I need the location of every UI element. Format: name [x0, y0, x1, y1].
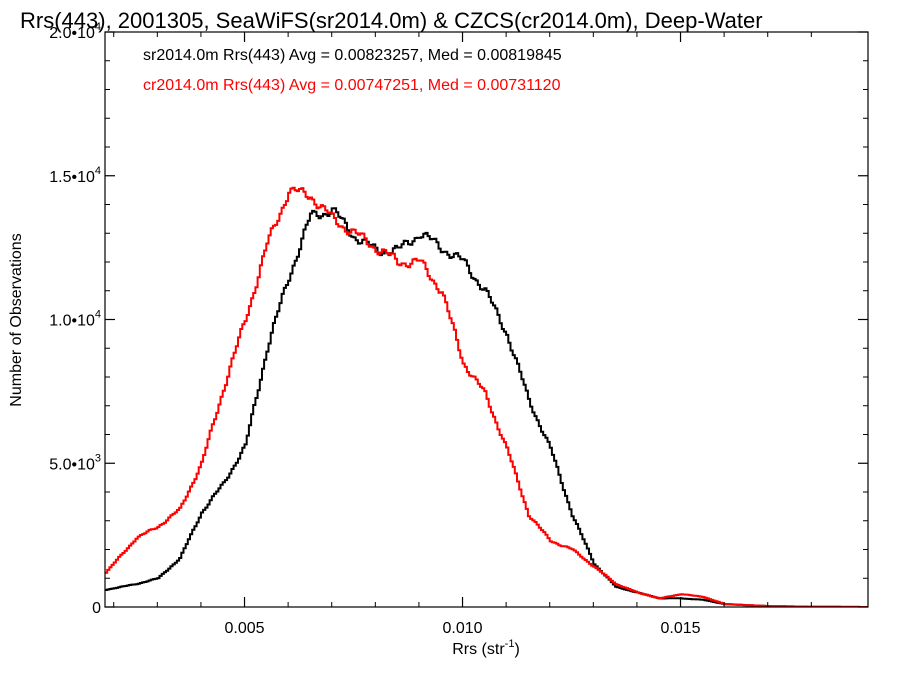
y-tick-label: 1.0•104 — [49, 309, 101, 330]
y-axis-label: Number of Observations — [8, 233, 25, 406]
x-axis-label: Rrs (str-1) — [452, 638, 520, 658]
y-tick-label: 1.5•104 — [49, 165, 101, 186]
x-tick-label: 0.015 — [660, 620, 700, 637]
legend-entry-1: sr2014.0m Rrs(443) Avg = 0.00823257, Med… — [143, 47, 562, 64]
plot-frame — [104, 31, 869, 608]
series-line-2 — [105, 186, 868, 607]
series-layer — [105, 186, 868, 607]
x-tick-label: 0.010 — [442, 620, 482, 637]
legend: sr2014.0m Rrs(443) Avg = 0.00823257, Med… — [143, 47, 562, 94]
series-line-1 — [105, 207, 868, 607]
axis-layer: 0.005 0.010 0.015 0 5.0•103 1.0•104 1.5•104 2.0… — [49, 21, 868, 637]
x-tick-label: 0.005 — [224, 620, 264, 637]
legend-entry-2: cr2014.0m Rrs(443) Avg = 0.00747251, Med… — [143, 77, 561, 94]
y-tick-label: 0 — [92, 600, 101, 617]
y-tick-label: 5.0•103 — [49, 452, 101, 473]
y-tick-label: 2.0•104 — [49, 21, 101, 42]
chart-title: Rrs(443), 2001305, SeaWiFS(sr2014.0m) & … — [20, 8, 763, 33]
